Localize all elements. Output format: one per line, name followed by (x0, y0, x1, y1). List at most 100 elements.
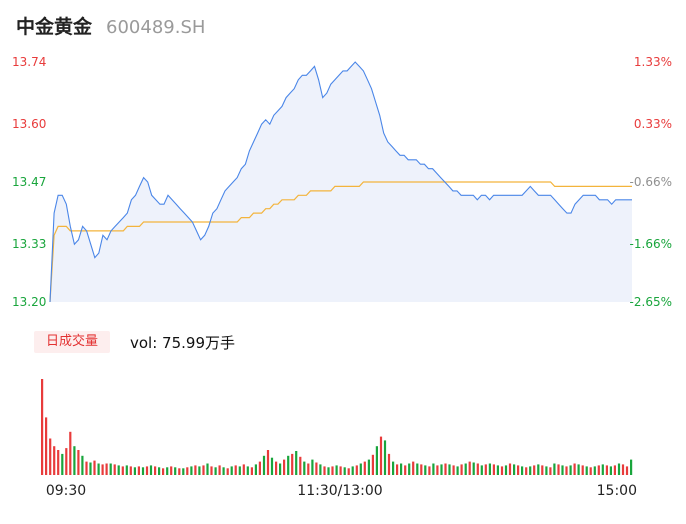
volume-bar (404, 465, 407, 475)
volume-bar (279, 463, 282, 475)
y-right-tick-label: -1.66% (630, 237, 672, 251)
volume-bar (496, 465, 499, 475)
volume-bar (392, 461, 395, 475)
volume-bar (464, 463, 467, 475)
volume-bar (295, 451, 298, 475)
volume-bar (573, 463, 576, 475)
volume-bar (133, 467, 136, 475)
volume-bar (630, 459, 633, 475)
volume-bar (89, 462, 92, 475)
volume-bar (270, 457, 274, 475)
volume-bar (577, 464, 580, 475)
volume-bar (57, 450, 60, 475)
volume-bar (41, 379, 44, 475)
volume-bar (412, 461, 415, 475)
volume-bar (166, 467, 169, 475)
y-left-tick-label: 13.47 (12, 175, 46, 189)
volume-bar (460, 464, 463, 475)
volume-bar (226, 468, 229, 475)
volume-bar (105, 463, 108, 475)
y-right-tick-label: 1.33% (634, 55, 672, 69)
volume-bar (262, 455, 266, 475)
volume-bar (436, 465, 439, 475)
volume-bar (73, 446, 76, 475)
volume-bar (569, 465, 572, 475)
y-left-tick-label: 13.33 (12, 237, 46, 251)
stock-code: 600489.SH (106, 17, 206, 38)
volume-bar (347, 468, 350, 475)
volume-bar (311, 459, 314, 475)
volume-bar (379, 436, 383, 475)
volume-bar (61, 453, 64, 475)
volume-bar (238, 466, 241, 475)
stock-name: 中金黄金 (16, 16, 93, 38)
volume-bar (234, 465, 237, 475)
volume-bar (359, 463, 362, 475)
volume-bar (125, 465, 128, 475)
volume-bar (315, 462, 318, 475)
volume-bar (363, 461, 366, 475)
volume-bar (408, 463, 411, 475)
volume-bar (593, 466, 596, 475)
volume-bar (416, 463, 419, 475)
volume-bar (343, 467, 346, 475)
volume-bar (355, 465, 358, 475)
volume-bar (186, 467, 189, 475)
volume-bar (625, 466, 629, 475)
volume-bar (529, 466, 532, 475)
volume-bar (174, 467, 177, 475)
price-line (49, 61, 632, 303)
volume-bar (178, 468, 181, 475)
volume-bar (609, 466, 612, 475)
volume-bar (121, 466, 124, 475)
volume-bar (182, 468, 185, 475)
volume-bar (617, 463, 621, 475)
x-tick-label: 09:30 (46, 483, 86, 499)
volume-bar (145, 466, 149, 475)
volume-bar (488, 463, 491, 475)
volume-bar (158, 467, 161, 475)
volume-bar (250, 467, 253, 475)
volume-bar (557, 464, 560, 475)
volume-bar (129, 466, 132, 475)
volume-bar (521, 466, 524, 475)
volume-bar (218, 465, 221, 475)
volume-bar (432, 463, 435, 475)
volume-bar (275, 461, 278, 475)
volume-bar (93, 460, 96, 475)
volume-bar (137, 466, 140, 475)
volume-bar (206, 463, 209, 475)
volume-bar (553, 463, 556, 475)
volume-bar (242, 464, 245, 475)
volume-bar (319, 464, 322, 475)
y-right-tick-label: 0.33% (634, 117, 672, 131)
volume-bar (613, 465, 616, 475)
volume-bar (476, 463, 479, 475)
volume-bar (351, 466, 354, 475)
volume-bar (258, 461, 261, 475)
volume-bar (69, 431, 72, 475)
volume-bar (472, 462, 475, 475)
volume-bar (101, 464, 104, 475)
volume-bar (375, 446, 378, 475)
volume-bar (81, 455, 84, 475)
volume-bar (222, 467, 225, 475)
volume-bar (428, 466, 431, 475)
volume-bar (396, 464, 399, 475)
volume-bar (621, 464, 625, 475)
volume-bar (194, 465, 197, 475)
price-area-fill (50, 62, 632, 302)
volume-tab-label[interactable]: 日成交量 (34, 331, 110, 353)
volume-bar (97, 463, 100, 475)
volume-bar (585, 466, 588, 475)
volume-bar (367, 459, 370, 475)
volume-bar (492, 464, 495, 475)
volume-bar (202, 465, 205, 475)
y-right-tick-label: -0.66% (630, 175, 672, 189)
volume-bar (141, 467, 145, 475)
volume-bar (517, 465, 520, 475)
volume-bar (456, 466, 459, 475)
volume-bar (154, 466, 157, 475)
volume-bar (500, 466, 504, 475)
